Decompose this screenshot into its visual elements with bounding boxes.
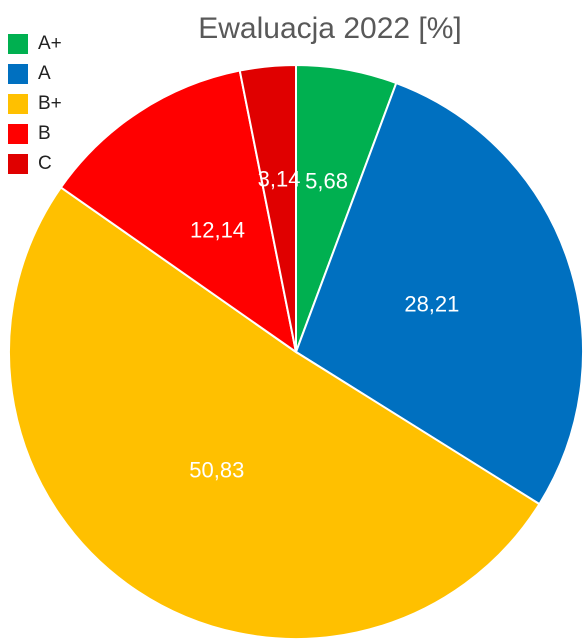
legend-swatch (8, 154, 28, 174)
legend: A+ A B+ BC (8, 33, 62, 174)
pie-slice (294, 81, 584, 506)
legend-swatch (8, 34, 28, 54)
pie-slice (238, 63, 297, 353)
value-labels: 5,68 28,21 50,83 12,14 3,14 (189, 166, 459, 482)
value-label: 3,14 (258, 166, 301, 191)
pie-slice (8, 186, 541, 640)
legend-label: C (38, 153, 52, 174)
value-label: 5,68 (305, 168, 348, 193)
legend-swatch (8, 94, 28, 114)
pie (8, 63, 584, 640)
legend-label: B (38, 123, 51, 144)
legend-swatch (8, 124, 28, 144)
pie-slice (59, 69, 298, 355)
value-label: 28,21 (404, 292, 459, 317)
legend-label: A (38, 63, 51, 84)
value-label: 50,83 (189, 457, 244, 482)
legend-label: A+ (38, 33, 62, 54)
chart-title: Ewaluacja 2022 [%] (198, 12, 462, 45)
legend-label: B+ (38, 93, 62, 114)
value-label: 12,14 (190, 218, 245, 243)
legend-swatch (8, 64, 28, 84)
